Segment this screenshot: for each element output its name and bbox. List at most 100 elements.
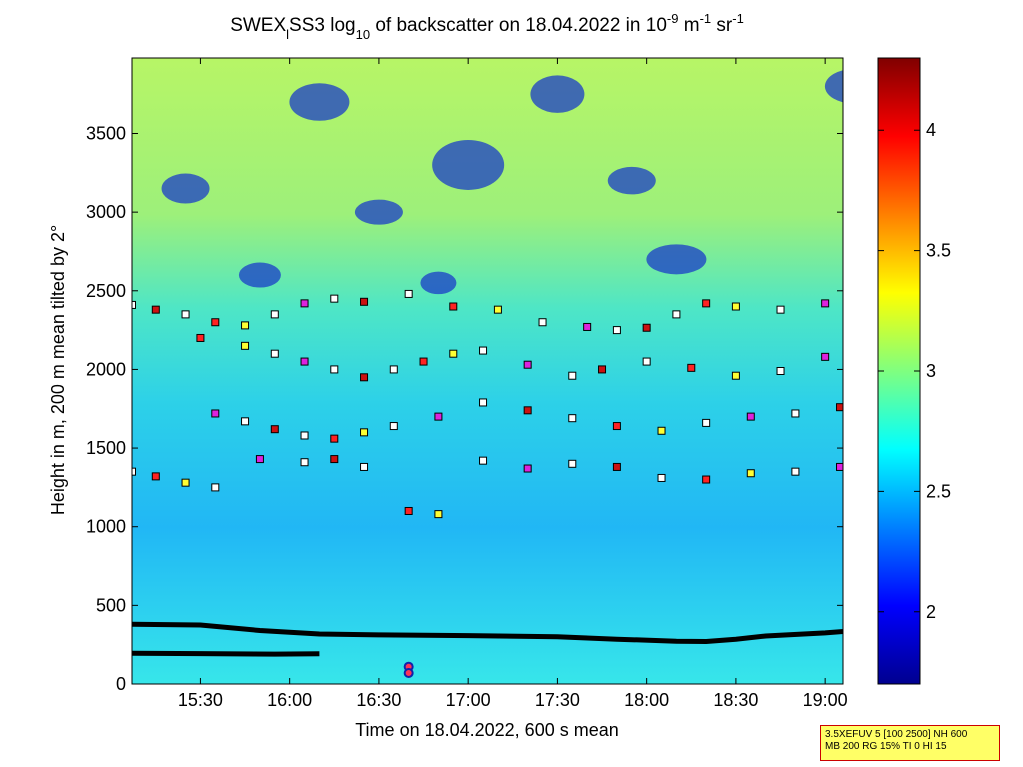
x-tick-label: 16:30 (356, 690, 401, 710)
y-tick-label: 0 (116, 674, 126, 694)
dark-spot-8 (420, 271, 457, 295)
cloud-marker (330, 434, 339, 443)
cloud-marker (731, 302, 740, 311)
cloud-marker (300, 458, 309, 467)
cloud-marker (926, 397, 933, 404)
cloud-marker (583, 322, 592, 331)
cloud-marker (434, 510, 443, 519)
cloud-marker (791, 409, 800, 418)
cloud-marker (389, 422, 398, 431)
cloud-marker (702, 475, 711, 484)
cloud-marker (672, 310, 681, 319)
y-tick-label: 1000 (86, 517, 126, 537)
cloud-marker (419, 357, 428, 366)
cloud-marker (389, 365, 398, 374)
cloud-marker (731, 371, 740, 380)
cloud-marker (360, 297, 369, 306)
x-tick-label: 16:00 (267, 690, 312, 710)
low-backscatter-regions (161, 70, 843, 295)
cloud-marker (270, 310, 279, 319)
cloud-marker (612, 462, 621, 471)
cloud-marker (568, 414, 577, 423)
cloud-marker (1000, 297, 1007, 304)
cloud-marker (479, 346, 488, 355)
x-tick-label: 18:30 (713, 690, 758, 710)
x-axis-label: Time on 18.04.2022, 600 s mean (355, 720, 619, 740)
x-tick-label: 19:00 (803, 690, 848, 710)
cloud-marker (196, 333, 205, 342)
colorbar-tick-label: 4 (926, 120, 936, 140)
y-axis-label: Height in m, 200 m mean tilted by 2° (48, 225, 68, 515)
y-tick-label: 3500 (86, 123, 126, 143)
cloud-marker (181, 478, 190, 487)
cloud-marker (255, 455, 264, 464)
cloud-marker (926, 303, 933, 310)
x-tick-label: 17:30 (535, 690, 580, 710)
cloud-marker (479, 456, 488, 465)
cloud-marker (300, 431, 309, 440)
cloud-marker (404, 289, 413, 298)
cloud-marker (836, 403, 843, 412)
y-tick-label: 3000 (86, 202, 126, 222)
cloud-marker (746, 469, 755, 478)
cloud-markers (132, 289, 1022, 519)
y-tick-label: 500 (96, 595, 126, 615)
cloud-marker (241, 417, 250, 426)
dark-spot-6 (646, 244, 707, 275)
colorbar-axis: 2 2.5 3 3.5 4 (878, 120, 951, 622)
cloud-marker (360, 373, 369, 382)
cloud-marker (970, 476, 977, 483)
colorbar-tick-label: 3 (926, 361, 936, 381)
special-marker-1 (403, 667, 414, 678)
dark-spot-5 (607, 166, 656, 195)
settings-info-box: 3.5XEFUV 5 [100 2500] NH 600 MB 200 RG 1… (820, 725, 1000, 761)
cloud-marker (434, 412, 443, 421)
cloud-marker (360, 428, 369, 437)
layer-line-ground (132, 650, 320, 657)
cloud-marker (851, 344, 858, 351)
colorbar-tick-label: 2.5 (926, 481, 951, 501)
cloud-marker (523, 406, 532, 415)
cloud-marker (985, 372, 992, 379)
cloud-marker (330, 455, 339, 464)
cloud-marker (776, 305, 785, 314)
y-axis: 0 500 1000 1500 2000 2500 3000 3500 (86, 123, 843, 694)
dark-spot-3 (432, 139, 505, 190)
cloud-marker (241, 321, 250, 330)
x-tick-label: 17:00 (446, 690, 491, 710)
cloud-marker (404, 506, 413, 515)
cloud-marker (493, 305, 502, 314)
cloud-marker (568, 459, 577, 468)
layer-line-lower (132, 621, 843, 645)
cloud-marker (568, 371, 577, 380)
colorbar-tick-label: 2 (926, 602, 936, 622)
cloud-marker (970, 405, 977, 412)
cloud-marker (270, 349, 279, 358)
cloud-marker (330, 294, 339, 303)
cloud-marker (523, 360, 532, 369)
cloud-marker (941, 369, 948, 376)
cloud-marker (330, 365, 339, 374)
cloud-marker (449, 349, 458, 358)
cloud-marker (821, 352, 830, 361)
cloud-marker (926, 473, 933, 480)
y-tick-label: 2500 (86, 281, 126, 301)
cloud-marker (479, 398, 488, 407)
cloud-marker (821, 299, 830, 308)
colorbar (877, 57, 921, 685)
special-markers (403, 661, 414, 678)
y-tick-label: 1500 (86, 438, 126, 458)
dark-spot-7 (238, 262, 281, 288)
cloud-marker (1015, 413, 1022, 420)
dark-spot-2 (354, 199, 403, 225)
cloud-marker (449, 302, 458, 311)
dark-spot-0 (161, 173, 210, 204)
cloud-marker (642, 323, 651, 332)
cloud-marker (612, 422, 621, 431)
x-axis: 15:30 16:00 16:30 17:00 17:30 18:00 18:30 19:00 (178, 58, 848, 710)
cloud-marker (270, 425, 279, 434)
cloud-marker (151, 472, 160, 481)
plot-frame (131, 57, 844, 685)
chart-title: SWEXlSS3 log10 of backscatter on 18.04.2… (230, 11, 744, 42)
